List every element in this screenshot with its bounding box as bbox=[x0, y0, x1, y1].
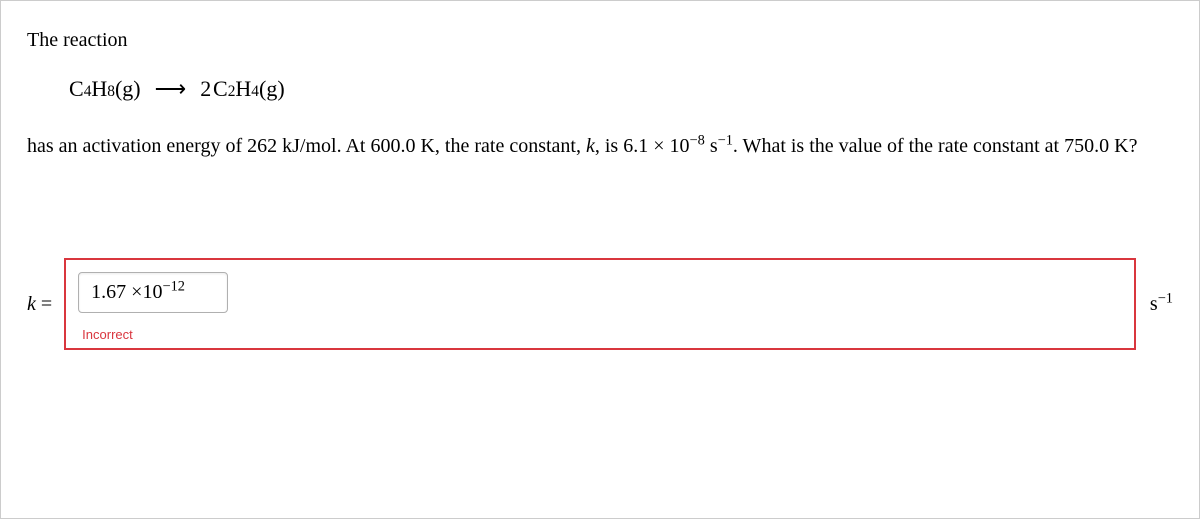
k-label: k = bbox=[27, 293, 52, 316]
reaction-equation: C4H8(g) ⟶ 2 C2H4(g) bbox=[69, 76, 1173, 102]
answer-feedback-box: 1.67 ×10−12 Incorrect bbox=[64, 258, 1136, 350]
question-card: The reaction C4H8(g) ⟶ 2 C2H4(g) has an … bbox=[0, 0, 1200, 519]
product: 2 C2H4(g) bbox=[200, 76, 284, 102]
question-body: has an activation energy of 262 kJ/mol. … bbox=[27, 130, 1173, 162]
answer-unit: s−1 bbox=[1150, 293, 1173, 316]
reactant: C4H8(g) bbox=[69, 76, 141, 102]
answer-row: k = 1.67 ×10−12 Incorrect s−1 bbox=[27, 258, 1173, 350]
rate-constant-input[interactable]: 1.67 ×10−12 bbox=[78, 272, 228, 313]
intro-text: The reaction bbox=[27, 29, 1173, 52]
feedback-label: Incorrect bbox=[82, 327, 1122, 342]
arrow-icon: ⟶ bbox=[155, 76, 187, 102]
